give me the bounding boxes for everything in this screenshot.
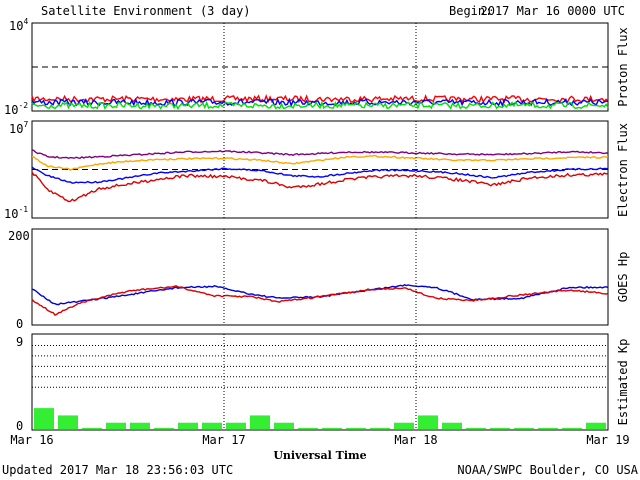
kp-panel-frame (31, 333, 609, 431)
credit-text: NOAA/SWPC Boulder, CO USA (457, 463, 638, 477)
hp-red-series (31, 285, 609, 316)
proton-ylabel: Proton Flux (616, 27, 630, 106)
kp-ytick-top: 9 (16, 335, 23, 349)
proton-flux-plot (31, 66, 609, 111)
proton-blue-series (31, 97, 609, 108)
kp-bar (106, 422, 126, 429)
kp-bar (298, 427, 318, 429)
goes-hp-plot (31, 284, 609, 316)
kp-bar (514, 427, 534, 429)
x-axis-label: Universal Time (273, 449, 366, 462)
electron-ylabel: Electron Flux (616, 123, 630, 217)
electron-purple-series (31, 149, 608, 160)
hp-panel-frame (31, 228, 609, 326)
proton-ytick-bottom: 10-2 (4, 101, 28, 117)
kp-ytick-bottom: 0 (16, 419, 23, 433)
kp-bar (562, 427, 582, 429)
hp-ytick-top: 200 (8, 229, 30, 243)
kp-bar (466, 427, 486, 429)
kp-bar (322, 427, 342, 429)
begin-label: Begin: (449, 4, 492, 18)
electron-panel-frame (31, 120, 609, 219)
xtick-mar19: Mar 19 (586, 433, 629, 447)
begin-value: 2017 Mar 16 0000 UTC (481, 4, 626, 18)
proton-green-series (31, 100, 609, 111)
xtick-mar18: Mar 18 (394, 433, 437, 447)
electron-ytick-bottom: 10-1 (4, 205, 28, 221)
kp-bar (130, 422, 150, 429)
kp-bar (274, 422, 294, 429)
kp-bar (442, 422, 462, 429)
electron-red-series (31, 171, 609, 203)
kp-bar (178, 422, 198, 429)
electron-orange-series (31, 154, 609, 171)
hp-ylabel: GOES Hp (616, 252, 630, 303)
electron-ytick-top: 107 (9, 120, 28, 136)
day-dividers (223, 23, 417, 430)
kp-bar (226, 422, 246, 429)
proton-ytick-top: 104 (9, 17, 28, 33)
kp-bar (370, 427, 390, 429)
kp-bar (250, 415, 270, 429)
kp-bar (586, 422, 606, 429)
xtick-mar17: Mar 17 (202, 433, 245, 447)
kp-bar (82, 427, 102, 429)
kp-bar (490, 427, 510, 429)
kp-bar (538, 427, 558, 429)
kp-ylabel: Estimated Kp (616, 339, 630, 426)
kp-bar (34, 408, 54, 429)
kp-bar (154, 427, 174, 429)
kp-bar (418, 415, 438, 429)
electron-flux-plot (31, 149, 609, 203)
estimated-kp-plot (32, 344, 608, 429)
hp-ytick-bottom: 0 (16, 317, 23, 331)
updated-timestamp: Updated 2017 Mar 18 23:56:03 UTC (2, 463, 233, 477)
xtick-mar16: Mar 16 (10, 433, 53, 447)
kp-bar (58, 415, 78, 429)
electron-blue-series (31, 166, 608, 184)
proton-red-series (31, 93, 609, 104)
kp-bar (202, 422, 222, 429)
kp-bar (346, 427, 366, 429)
figure-title: Satellite Environment (3 day) (41, 4, 251, 18)
kp-bar (394, 422, 414, 429)
